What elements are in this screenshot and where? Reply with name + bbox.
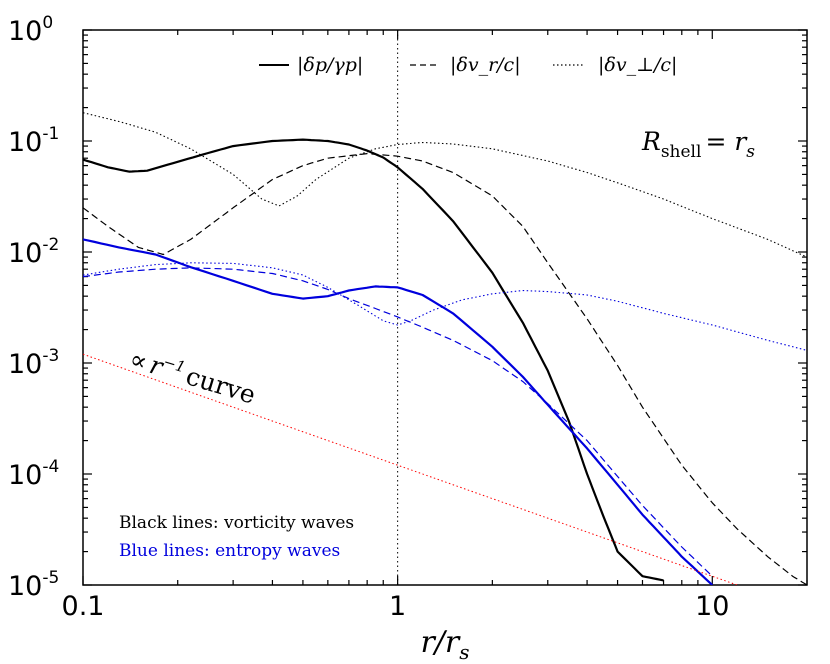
y-tick-label: 10-5 [8,568,59,602]
y-tick-label: 10-3 [8,346,59,380]
y-tick-label: 10-4 [8,457,59,491]
black-lines-note: Black lines: vorticity waves [119,513,354,533]
y-tick-labels: 100 10-1 10-2 10-3 10-4 10-5 [8,13,59,602]
plot-frame [82,29,808,586]
legend-label-vperp: |δv_⊥/c| [598,54,677,76]
series-line-1 [83,153,807,585]
series-line-6 [83,353,739,585]
series-line-0 [83,138,664,582]
legend: |δp/γp| |δv_r/c| |δv_⊥/c| [259,54,677,76]
series-line-3 [83,238,714,585]
y-tick-label: 10-1 [8,124,59,158]
x-tick-label: 0.1 [62,591,105,622]
x-tick-label: 10 [695,591,729,622]
y-tick-label: 100 [8,13,53,47]
y-tick-label: 10-2 [8,235,59,269]
axis-ticks [82,29,808,586]
series-line-2 [83,112,807,258]
legend-label-vr: |δv_r/c| [450,54,521,76]
legend-label-pressure: |δp/γp| [297,54,363,76]
series-line-5 [83,262,807,351]
power-law-label: ∝r−1curve [126,343,259,410]
x-axis-title: r/rs [420,625,469,664]
blue-lines-note: Blue lines: entropy waves [119,541,340,561]
x-tick-labels: 0.1 1 10 [62,591,730,622]
shell-radius-label: Rshell = rs [641,127,755,162]
series-layer [83,112,807,585]
series-line-4 [83,267,713,577]
x-tick-label: 1 [389,591,406,622]
